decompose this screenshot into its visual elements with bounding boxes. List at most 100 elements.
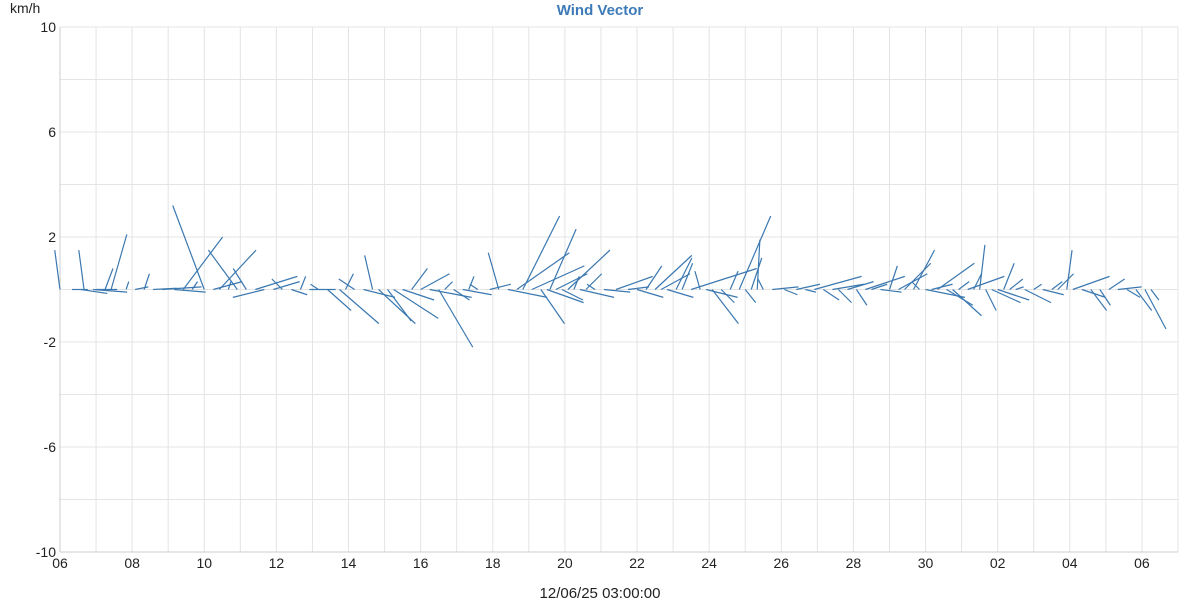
- wind-vector: [468, 276, 475, 290]
- x-tick-label: 18: [485, 555, 501, 571]
- wind-vector: [363, 288, 396, 298]
- x-axis-ticks: 06 08 10 12 14 16 18 20 22 24 26 28 30 02 04 06: [52, 555, 1150, 571]
- wind-vector: [666, 288, 694, 298]
- wind-vector: [585, 273, 603, 290]
- wind-vector: [573, 276, 580, 290]
- wind-vector: [615, 275, 653, 291]
- wind-vector: [985, 289, 997, 311]
- wind-vector: [1057, 273, 1074, 290]
- wind-vector: [855, 289, 868, 306]
- wind-vector: [904, 262, 932, 290]
- wind-vector: [814, 275, 862, 291]
- wind-vector: [958, 281, 970, 290]
- wind-vector: [191, 281, 198, 290]
- y-tick-label: 10: [40, 19, 56, 35]
- wind-vector: [310, 283, 319, 290]
- wind-vector: [227, 281, 232, 290]
- wind-vector: [402, 288, 435, 301]
- wind-vector: [291, 288, 308, 296]
- wind-vector: [104, 268, 114, 290]
- wind-vector: [507, 288, 548, 298]
- x-tick-label: 04: [1062, 555, 1078, 571]
- wind-vector: [1009, 278, 1024, 290]
- wind-vector: [911, 281, 920, 290]
- x-tick-label: 06: [52, 555, 68, 571]
- wind-vector: [579, 288, 615, 298]
- wind-vector: [796, 283, 821, 291]
- wind-vector: [453, 289, 470, 301]
- wind-vector: [299, 276, 307, 290]
- wind-vector: [750, 257, 763, 290]
- wind-vector: [162, 286, 202, 291]
- wind-vector: [567, 249, 611, 290]
- y-tick-label: 2: [48, 229, 56, 245]
- y-axis-unit-label: km/h: [10, 0, 40, 16]
- wind-vector: [744, 289, 757, 303]
- wind-vector: [78, 250, 85, 290]
- wind-vector: [232, 288, 265, 298]
- x-tick-label: 06: [1134, 555, 1150, 571]
- wind-vector: [561, 288, 584, 301]
- wind-vector: [1024, 288, 1052, 304]
- wind-vector: [339, 289, 380, 325]
- wind-vector: [182, 236, 224, 290]
- x-tick-label: 22: [629, 555, 645, 571]
- x-tick-label: 16: [413, 555, 429, 571]
- wind-vector: [546, 288, 584, 304]
- wind-vector: [991, 288, 1021, 304]
- wind-vector: [660, 273, 691, 291]
- wind-vector: [880, 288, 902, 293]
- x-tick-label: 02: [990, 555, 1006, 571]
- wind-vector: [393, 288, 439, 319]
- x-tick-label: 26: [774, 555, 790, 571]
- wind-vector: [522, 215, 561, 290]
- wind-vector: [1090, 289, 1108, 311]
- wind-vector: [411, 268, 428, 290]
- wind-vector: [344, 273, 354, 290]
- chart-title: Wind Vector: [557, 2, 644, 19]
- x-tick-label: 30: [918, 555, 934, 571]
- wind-vector: [937, 262, 975, 290]
- wind-vector: [327, 289, 352, 311]
- wind-vector: [1033, 283, 1042, 290]
- x-tick-label: 14: [341, 555, 357, 571]
- wind-vector: [837, 289, 852, 304]
- wind-vector: [271, 278, 283, 290]
- wind-vectors: [54, 205, 1167, 348]
- wind-vector: [784, 288, 798, 296]
- wind-vector: [462, 288, 492, 296]
- wind-vector: [832, 283, 864, 291]
- wind-vector: [720, 289, 735, 304]
- wind-vector: [438, 289, 474, 348]
- wind-vector: [110, 234, 128, 290]
- wind-vector: [729, 270, 739, 290]
- wind-vector: [54, 250, 61, 290]
- wind-vector: [694, 270, 701, 290]
- wind-vector: [232, 268, 247, 290]
- wind-vector: [218, 249, 257, 290]
- wind-vector: [865, 275, 906, 291]
- wind-vector: [540, 289, 565, 324]
- wind-vector: [469, 283, 479, 290]
- wind-vector: [946, 288, 974, 306]
- y-tick-label: 6: [48, 124, 56, 140]
- y-axis-ticks: 10 6 2 -2 -6 -10: [36, 19, 56, 560]
- wind-vector: [675, 257, 693, 290]
- wind-vector: [387, 289, 412, 322]
- wind-vector: [912, 249, 936, 290]
- wind-vector: [1099, 289, 1111, 306]
- wind-vector: [1015, 286, 1024, 291]
- wind-vector: [1117, 286, 1142, 291]
- wind-vector: [823, 289, 840, 301]
- y-tick-label: -10: [36, 544, 56, 560]
- x-tick-label: 20: [557, 555, 573, 571]
- wind-vector: [711, 289, 739, 324]
- wind-vector: [757, 278, 764, 290]
- wind-vector: [80, 288, 108, 295]
- wind-vector: [143, 273, 150, 290]
- x-tick-label: 08: [124, 555, 140, 571]
- wind-vector: [603, 288, 631, 293]
- wind-vector: [1051, 281, 1063, 290]
